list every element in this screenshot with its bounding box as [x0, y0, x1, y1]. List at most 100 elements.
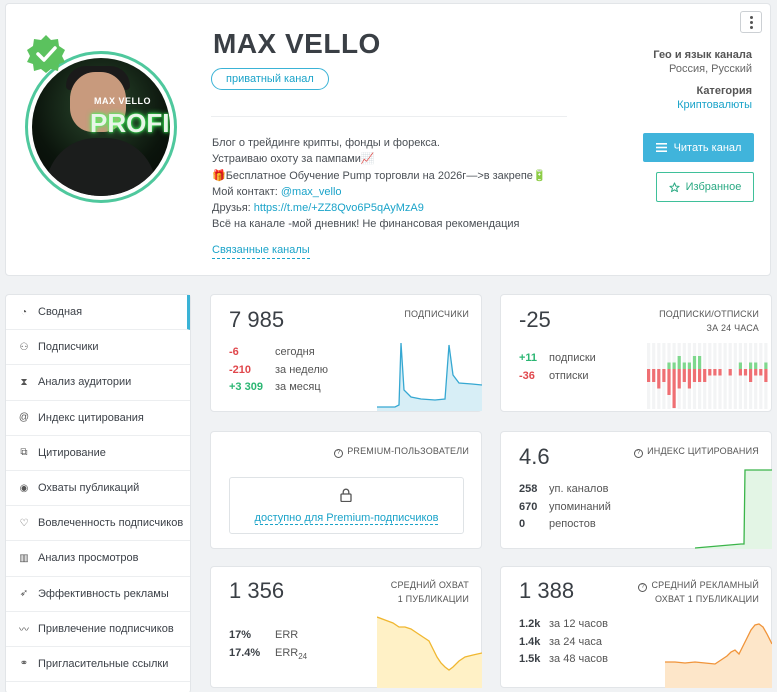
citation-title-text: ИНДЕКС ЦИТИРОВАНИЯ	[647, 446, 759, 456]
subscribe-bar	[754, 362, 758, 369]
list-icon	[655, 143, 667, 152]
stat-label: уп. каналов	[549, 483, 609, 495]
users-icon: ⚇	[19, 341, 29, 353]
subscribers-sparkline	[377, 342, 482, 411]
ad-reach-card[interactable]: 1 388 ? СРЕДНИЙ РЕКЛАМНЫЙ ОХВАТ 1 ПУБЛИКАЦ…	[500, 566, 772, 688]
sidebar-item-label: Охваты публикаций	[38, 482, 140, 495]
stat-row: 1.4k за 24 часа	[519, 634, 608, 652]
sidebar-nav: ◔ Сводная ⚇ Подписчики ⧗ Анализ аудитории @…	[5, 294, 191, 692]
subs-unsubs-card[interactable]: -25 ПОДПИСКИ/ОТПИСКИ ЗА 24 ЧАСА +11 подпис…	[500, 294, 772, 412]
private-channel-badge[interactable]: приватный канал	[211, 68, 329, 90]
bar-background	[718, 343, 722, 409]
citation-card[interactable]: 4.6 ? ИНДЕКС ЦИТИРОВАНИЯ 258 уп. каналов 6…	[500, 431, 772, 549]
stat-num: -36	[519, 369, 535, 382]
stat-num: 258	[519, 483, 538, 495]
reach-sparkline	[377, 616, 482, 688]
unsubscribe-bar	[713, 369, 717, 376]
stat-num: 1.2k	[519, 618, 541, 630]
reach-card[interactable]: 1 356 СРЕДНИЙ ОХВАТ 1 ПУБЛИКАЦИИ 17% ERR 1…	[210, 566, 482, 688]
subscribe-bar	[692, 356, 697, 369]
sidebar-item-ads[interactable]: ➶ Эффективность рекламы	[6, 577, 190, 612]
stat-row: +11 подписки	[519, 350, 596, 368]
unsubscribe-bar	[764, 369, 768, 382]
copy-icon: ⧉	[20, 447, 28, 459]
stat-label: отписки	[549, 369, 589, 382]
help-icon: ?	[634, 449, 644, 458]
premium-title: ? PREMIUM-ПОЛЬЗОВАТЕЛИ	[334, 444, 469, 458]
sidebar-item-label: Анализ аудитории	[38, 376, 132, 389]
heart-icon: ♡	[19, 517, 29, 529]
stat-row: 670 упоминаний	[519, 499, 611, 517]
sidebar-item-invite-links[interactable]: ⚭ Пригласительные ссылки	[6, 647, 190, 683]
stat-row: -36 отписки	[519, 368, 596, 386]
stat-num: 1.4k	[519, 635, 541, 648]
related-channels-link[interactable]: Связанные каналы	[212, 244, 310, 259]
stat-row: 1.2k за 12 часов	[519, 616, 608, 634]
unsubscribe-bar	[743, 369, 748, 376]
unsubscribe-bar	[687, 369, 691, 389]
stat-row: -6 сегодня	[229, 344, 328, 362]
unsubscribe-bar	[749, 369, 753, 382]
channel-title: MAX VELLO	[213, 28, 381, 59]
avatar-brand-small: MAX VELLO	[94, 96, 152, 106]
more-menu-button[interactable]	[740, 11, 762, 33]
bar-background	[738, 343, 742, 409]
star-icon	[669, 181, 680, 192]
unsubscribe-bar	[647, 369, 651, 382]
premium-link[interactable]: доступно для Premium-подписчиков	[230, 512, 463, 525]
sidebar-item-summary[interactable]: ◔ Сводная	[6, 295, 190, 331]
premium-locked-box: доступно для Premium-подписчиков	[229, 477, 464, 534]
eye-icon: ◉	[19, 482, 29, 494]
unsubscribe-bar	[652, 369, 656, 382]
description-line: Мой контакт: @max_vello	[212, 184, 572, 200]
sidebar-item-engagement[interactable]: ♡ Вовлеченность подписчиков	[6, 506, 190, 542]
favorite-button[interactable]: Избранное	[656, 172, 754, 202]
subscribers-title: ПОДПИСЧИКИ	[404, 309, 469, 319]
subscribe-bar	[667, 362, 671, 369]
sidebar-item-acquisition[interactable]: 〰 Привлечение подписчиков	[6, 612, 190, 647]
unsubscribe-bar	[672, 369, 676, 408]
trend-icon: 〰	[19, 625, 29, 637]
sidebar-item-audience[interactable]: ⧗ Анализ аудитории	[6, 365, 190, 401]
category-link[interactable]: Криптовалюты	[677, 99, 752, 111]
friends-label: Друзья:	[212, 202, 254, 215]
stat-label: за 24 часа	[549, 635, 602, 648]
sidebar-item-subscribers[interactable]: ⚇ Подписчики	[6, 330, 190, 366]
bar-background	[723, 343, 727, 409]
subscribe-bar	[682, 362, 686, 369]
sidebar-item-label: Индекс цитирования	[38, 411, 144, 424]
premium-card[interactable]: ? PREMIUM-ПОЛЬЗОВАТЕЛИ доступно для Premi…	[210, 431, 482, 549]
reach-stats: 17% ERR 17.4% ERR24	[229, 627, 307, 665]
reach-title: СРЕДНИЙ ОХВАТ 1 ПУБЛИКАЦИИ	[391, 578, 469, 606]
link-icon: ⚭	[19, 658, 29, 670]
sidebar-item-citation[interactable]: ⧉ Цитирование	[6, 436, 190, 471]
sidebar-item-reach[interactable]: ◉ Охваты публикаций	[6, 471, 190, 507]
stat-num: 1.5k	[519, 653, 541, 665]
unsubscribe-bar	[728, 369, 732, 376]
stat-label: упоминаний	[549, 500, 611, 513]
title-line: 1 ПУБЛИКАЦИИ	[397, 594, 469, 604]
citation-sparkline	[694, 469, 772, 549]
friends-link[interactable]: https://t.me/+ZZ8Qvo6P5qAyMzA9	[253, 202, 424, 215]
stat-num: 670	[519, 500, 538, 513]
citation-stats: 258 уп. каналов 670 упоминаний 0 репостов	[519, 481, 611, 534]
stat-label: за 48 часов	[549, 653, 608, 665]
avatar: MAX VELLO PROFIX	[25, 51, 177, 203]
geo-label: Гео и язык канала	[653, 49, 752, 61]
sidebar-item-views[interactable]: ▥ Анализ просмотров	[6, 541, 190, 577]
contact-link[interactable]: @max_vello	[280, 185, 342, 198]
read-channel-button[interactable]: Читать канал	[643, 133, 754, 162]
stat-num: -6	[229, 346, 239, 358]
subscribers-card[interactable]: 7 985 ПОДПИСЧИКИ -6 сегодня -210 за неделю…	[210, 294, 482, 412]
bar-background	[759, 343, 763, 409]
sidebar-item-citation-index[interactable]: @ Индекс цитирования	[6, 401, 190, 436]
summary-icon: ◔	[20, 306, 28, 318]
citation-title: ? ИНДЕКС ЦИТИРОВАНИЯ	[634, 444, 759, 458]
channel-description: Блог о трейдинге крипты, фонды и форекса…	[212, 135, 572, 233]
unsubscribe-bar	[677, 369, 681, 389]
subscribe-bar	[687, 362, 691, 369]
unsubscribe-bar	[698, 369, 702, 382]
subscribe-bar	[672, 362, 676, 369]
sidebar-item-label: Пригласительные ссылки	[38, 657, 169, 670]
unsubscribe-bar	[662, 369, 666, 382]
